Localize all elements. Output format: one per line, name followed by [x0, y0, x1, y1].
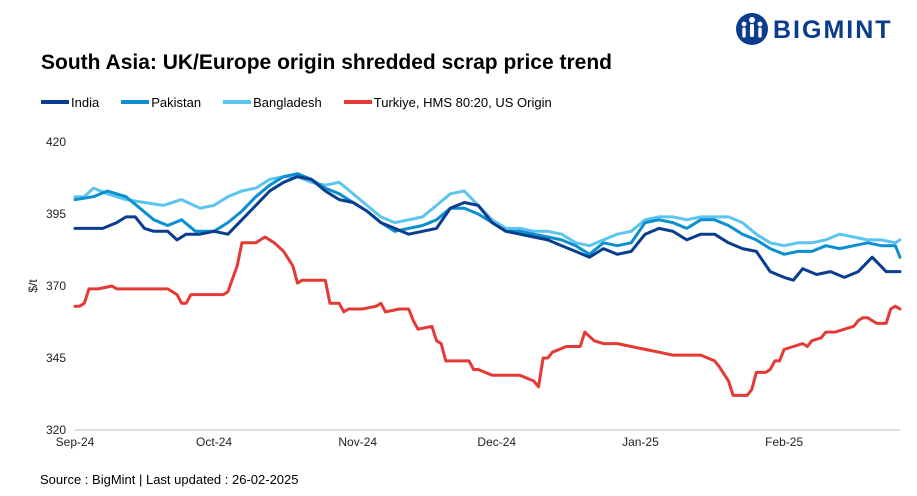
source-footer: Source : BigMint | Last updated : 26-02-…	[40, 472, 299, 487]
legend-item: Turkiye, HMS 80:20, US Origin	[343, 94, 552, 110]
legend-label: Turkiye, HMS 80:20, US Origin	[373, 94, 552, 110]
chart-title: South Asia: UK/Europe origin shredded sc…	[41, 51, 612, 74]
legend-label: Bangladesh	[253, 94, 322, 110]
x-tick-label: Oct-24	[196, 435, 232, 449]
x-tick-label: Sep-24	[56, 435, 95, 449]
legend-item: Pakistan	[121, 95, 201, 110]
y-tick-label: 395	[46, 207, 66, 221]
legend-swatch	[41, 100, 69, 104]
x-tick-label: Dec-24	[477, 435, 516, 449]
legend-item: India	[41, 95, 99, 110]
x-tick-label: Jan-25	[622, 435, 659, 449]
legend-swatch	[343, 100, 372, 104]
people-group-icon	[736, 13, 768, 45]
x-tick-label: Feb-25	[765, 435, 803, 449]
legend-item: Bangladesh	[223, 95, 322, 110]
series-line-india	[73, 175, 902, 282]
y-tick-label: 345	[46, 351, 66, 365]
bigmint-logo: BIGMINT	[735, 12, 905, 48]
legend-label: Pakistan	[151, 94, 202, 110]
chart-legend: India Pakistan Bangladesh Turkiye, HMS 80:2…	[41, 94, 574, 110]
y-tick-label: 320	[46, 423, 66, 437]
y-axis-label: $/t	[26, 279, 40, 293]
series-line-bangladesh	[73, 175, 902, 248]
legend-swatch	[223, 100, 252, 104]
y-tick-label: 370	[46, 279, 66, 293]
brand-name: BIGMINT	[773, 16, 893, 44]
legend-label: India	[71, 94, 100, 110]
y-tick-label: 420	[46, 135, 66, 149]
x-tick-label: Nov-24	[338, 435, 377, 449]
series-line-turkiye-hms-80-20-us-origin	[73, 235, 902, 397]
legend-swatch	[121, 100, 150, 104]
